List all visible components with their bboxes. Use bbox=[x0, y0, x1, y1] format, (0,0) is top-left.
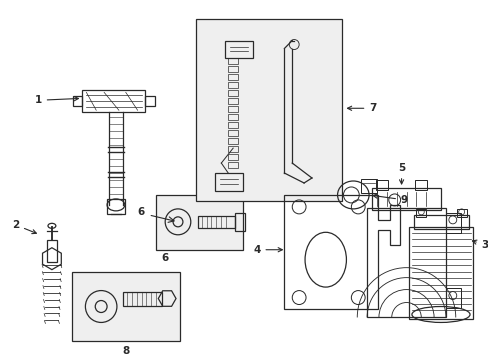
Bar bbox=[228, 90, 238, 96]
Bar bbox=[228, 98, 238, 104]
Bar bbox=[366, 208, 445, 318]
Bar bbox=[456, 209, 466, 217]
Bar bbox=[82, 90, 145, 112]
Bar bbox=[228, 114, 238, 120]
Bar bbox=[225, 41, 252, 58]
Bar bbox=[228, 67, 238, 72]
Bar bbox=[375, 180, 387, 190]
Text: 7: 7 bbox=[347, 103, 376, 113]
Text: 2: 2 bbox=[12, 220, 36, 234]
Bar bbox=[228, 122, 238, 128]
Bar bbox=[445, 288, 460, 307]
Bar bbox=[235, 213, 244, 231]
Bar bbox=[228, 146, 238, 152]
Bar bbox=[414, 180, 427, 190]
Bar bbox=[371, 188, 440, 210]
Bar bbox=[122, 292, 162, 306]
Text: 5: 5 bbox=[397, 163, 405, 184]
Text: 9: 9 bbox=[372, 194, 407, 205]
Bar bbox=[408, 227, 472, 319]
Bar bbox=[156, 195, 243, 250]
Bar bbox=[71, 272, 180, 341]
Text: 6: 6 bbox=[137, 207, 144, 217]
Bar bbox=[228, 138, 238, 144]
Bar bbox=[228, 154, 238, 160]
Bar bbox=[228, 130, 238, 136]
Bar bbox=[415, 209, 426, 217]
Bar bbox=[215, 173, 243, 191]
Bar bbox=[228, 58, 238, 64]
Bar bbox=[228, 75, 238, 80]
Bar bbox=[361, 179, 376, 193]
Text: 1: 1 bbox=[35, 95, 78, 105]
Bar bbox=[413, 215, 468, 229]
Text: 3: 3 bbox=[471, 240, 488, 250]
Bar bbox=[145, 96, 155, 106]
Bar bbox=[195, 19, 341, 201]
Bar bbox=[228, 162, 238, 168]
Bar bbox=[107, 199, 124, 214]
Text: 8: 8 bbox=[122, 346, 129, 356]
Bar bbox=[228, 106, 238, 112]
Bar bbox=[47, 240, 57, 262]
Text: 4: 4 bbox=[253, 245, 282, 255]
Text: 6: 6 bbox=[161, 253, 168, 263]
Bar bbox=[445, 213, 460, 233]
Bar bbox=[228, 82, 238, 88]
Bar bbox=[72, 96, 82, 106]
Bar bbox=[197, 216, 235, 228]
